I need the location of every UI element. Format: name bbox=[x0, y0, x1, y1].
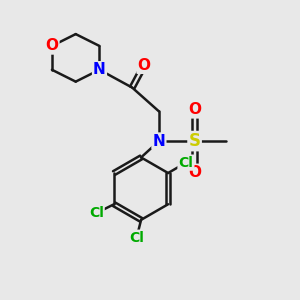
Text: Cl: Cl bbox=[129, 231, 144, 245]
Text: Cl: Cl bbox=[89, 206, 104, 220]
Text: O: O bbox=[188, 165, 201, 180]
Text: O: O bbox=[188, 102, 201, 117]
Text: N: N bbox=[93, 62, 106, 77]
Text: O: O bbox=[138, 58, 151, 73]
Text: O: O bbox=[45, 38, 58, 53]
Text: S: S bbox=[189, 132, 201, 150]
Text: N: N bbox=[152, 134, 165, 148]
Text: Cl: Cl bbox=[178, 156, 194, 170]
